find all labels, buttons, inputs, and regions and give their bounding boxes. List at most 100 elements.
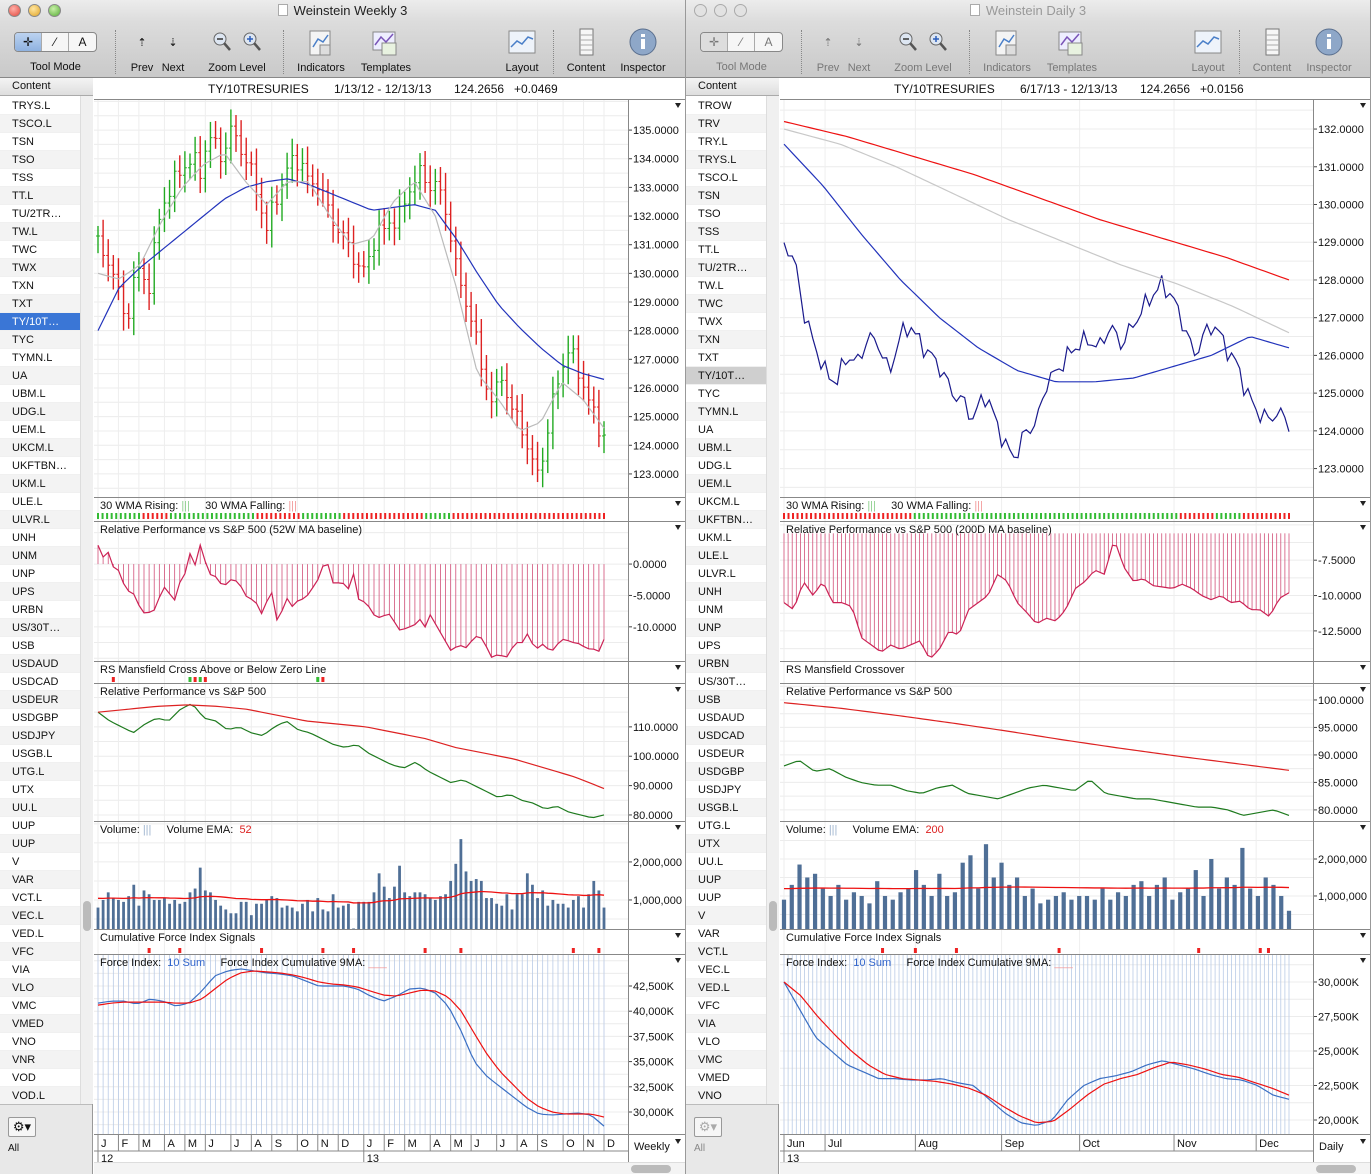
symbol-list-item[interactable]: TYC [0, 331, 80, 349]
pane-price[interactable]: 132.0000 131.0000 130.0000 129.0000 128.0000… [780, 100, 1370, 498]
symbol-list-item[interactable]: TW.L [0, 223, 80, 241]
symbol-list-item[interactable]: UPS [686, 637, 766, 655]
content-column-header[interactable]: Content [0, 78, 93, 96]
symbol-list-item[interactable]: USB [0, 637, 80, 655]
symbol-list-item[interactable]: TSO [686, 205, 766, 223]
symbol-list-item[interactable]: UBM.L [686, 439, 766, 457]
symbol-list-item[interactable]: USB [686, 691, 766, 709]
pane-menu-arrow-icon[interactable] [1360, 933, 1366, 938]
symbol-list-item[interactable]: TROW [686, 97, 766, 115]
symbol-list-item[interactable]: TYMN.L [0, 349, 80, 367]
symbol-list-item[interactable]: UA [686, 421, 766, 439]
pane-wma-plot[interactable] [94, 498, 685, 522]
symbol-list-item[interactable]: UTG.L [0, 763, 80, 781]
symbol-list-item[interactable]: USDEUR [0, 691, 80, 709]
pane-rs-plot[interactable] [94, 662, 685, 684]
line-tool-button[interactable]: ⁄ [728, 33, 755, 51]
symbol-list-item[interactable]: VMED [0, 1015, 80, 1033]
pane-menu-arrow-icon[interactable] [675, 665, 681, 670]
pane-rp1[interactable]: 0.0000 -5.0000 -10.0000 Relative Performanc… [94, 522, 685, 662]
templates-button[interactable]: Templates [357, 26, 415, 74]
content-button[interactable]: Content [1249, 26, 1295, 74]
indicators-button[interactable]: Indicators [293, 26, 349, 74]
sidebar-scroll-thumb[interactable] [769, 901, 777, 931]
symbol-list-item[interactable]: TWX [686, 313, 766, 331]
symbol-list-item[interactable]: TXN [686, 331, 766, 349]
symbol-list-item[interactable]: UPS [0, 583, 80, 601]
zoom-in-icon[interactable] [243, 32, 261, 52]
symbol-list-item[interactable]: UTX [0, 781, 80, 799]
symbol-list-item[interactable]: VCT.L [686, 943, 766, 961]
pane-fi[interactable]: 30,000K 27,500K 25,000K 22,500K 20,000K Force… [780, 955, 1370, 1135]
pane-price[interactable]: 135.0000 134.0000 133.0000 132.0000 131.0000… [94, 100, 685, 498]
pane-fi-plot[interactable]: 30,000K 27,500K 25,000K 22,500K 20,000K [780, 955, 1370, 1135]
pane-menu-arrow-icon[interactable] [675, 825, 681, 830]
pane-menu-arrow-icon[interactable] [1360, 501, 1366, 506]
templates-button[interactable]: Templates [1043, 26, 1101, 74]
pane-menu-arrow-icon[interactable] [675, 525, 681, 530]
symbol-list-item[interactable]: UDG.L [0, 403, 80, 421]
pane-rp1-plot[interactable]: 0.0000 -5.0000 -10.0000 [94, 522, 685, 662]
pane-menu-arrow-icon[interactable] [1360, 665, 1366, 670]
symbol-list-item[interactable]: UEM.L [686, 475, 766, 493]
symbol-list-item[interactable]: US/30T… [0, 619, 80, 637]
periodicity-selector[interactable]: Daily [1319, 1141, 1344, 1153]
prev-button[interactable]: ⇡ Prev [128, 26, 156, 75]
pane-price-plot[interactable]: 135.0000 134.0000 133.0000 132.0000 131.0000… [94, 100, 685, 498]
inspector-button[interactable]: Inspector [615, 26, 671, 74]
symbol-list[interactable]: TRYS.L TSCO.L TSN TSO TSS TT.L TU/2TR… TW.L TWC T… [0, 97, 80, 1105]
pane-rp2[interactable]: 100.0000 95.0000 90.0000 85.0000 80.0000 Rela… [780, 684, 1370, 822]
symbol-list-item[interactable]: VOD.L [0, 1087, 80, 1105]
symbol-list-item[interactable]: TRV [686, 115, 766, 133]
pane-rs-plot[interactable] [780, 662, 1370, 684]
layout-button[interactable]: Layout [1186, 26, 1230, 74]
symbol-list-item[interactable]: TYC [686, 385, 766, 403]
gear-menu-button[interactable]: ⚙▾ [8, 1117, 36, 1137]
horizontal-scrollbar[interactable] [780, 1162, 1370, 1174]
line-tool-button[interactable]: ⁄ [42, 33, 69, 51]
symbol-list-item[interactable]: USDAUD [686, 709, 766, 727]
filter-label[interactable]: All [694, 1143, 706, 1154]
date-axis[interactable]: J F M A M J J A S O N D J F M A M J J A S O N D 12 13 Weekly [94, 1135, 685, 1173]
symbol-list-item[interactable]: VMC [686, 1051, 766, 1069]
filter-label[interactable]: All [8, 1143, 20, 1154]
symbol-list-item[interactable]: US/30T… [686, 673, 766, 691]
symbol-list-item[interactable]: TU/2TR… [686, 259, 766, 277]
pane-menu-arrow-icon[interactable] [675, 501, 681, 506]
pane-menu-arrow-icon[interactable] [1360, 687, 1366, 692]
symbol-list-item[interactable]: UA [0, 367, 80, 385]
symbol-list-item[interactable]: VAR [686, 925, 766, 943]
symbol-list-item[interactable]: TW.L [686, 277, 766, 295]
symbol-list-item[interactable]: VNO [686, 1087, 766, 1105]
symbol-list-item[interactable]: VLO [686, 1033, 766, 1051]
periodicity-dropdown-icon[interactable] [1360, 1139, 1366, 1144]
symbol-list-item[interactable]: USDGBP [0, 709, 80, 727]
symbol-list-item[interactable]: ULVR.L [686, 565, 766, 583]
symbol-list-item[interactable]: ULE.L [686, 547, 766, 565]
symbol-list-item[interactable]: USDCAD [0, 673, 80, 691]
close-button[interactable] [8, 4, 21, 17]
symbol-list-item[interactable]: UEM.L [0, 421, 80, 439]
symbol-list-item[interactable]: UNP [0, 565, 80, 583]
symbol-list-item[interactable]: UUP [0, 835, 80, 853]
symbol-list-item[interactable]: UUP [686, 889, 766, 907]
sidebar-scrollbar[interactable] [766, 96, 779, 1104]
pane-wma-plot[interactable] [780, 498, 1370, 522]
date-axis[interactable]: Jun Jul Aug Sep Oct Nov Dec 13 Daily [780, 1135, 1370, 1173]
symbol-list-item[interactable]: VCT.L [0, 889, 80, 907]
symbol-list-item[interactable]: UKCM.L [686, 493, 766, 511]
symbol-list-item[interactable]: TSN [0, 133, 80, 151]
symbol-list-item[interactable]: VEC.L [0, 907, 80, 925]
pane-price-plot[interactable]: 132.0000 131.0000 130.0000 129.0000 128.0000… [780, 100, 1370, 498]
pane-menu-arrow-icon[interactable] [675, 958, 681, 963]
indicators-button[interactable]: Indicators [979, 26, 1035, 74]
symbol-list-item[interactable]: UU.L [686, 853, 766, 871]
sidebar-scroll-thumb[interactable] [83, 901, 91, 931]
symbol-list-item[interactable]: TWC [0, 241, 80, 259]
symbol-list-item[interactable]: V [0, 853, 80, 871]
symbol-list-item[interactable]: TT.L [0, 187, 80, 205]
symbol-list-item[interactable]: UDG.L [686, 457, 766, 475]
symbol-list-item[interactable]: TSS [686, 223, 766, 241]
symbol-list-item[interactable]: TWC [686, 295, 766, 313]
text-tool-button[interactable]: A [764, 35, 773, 49]
